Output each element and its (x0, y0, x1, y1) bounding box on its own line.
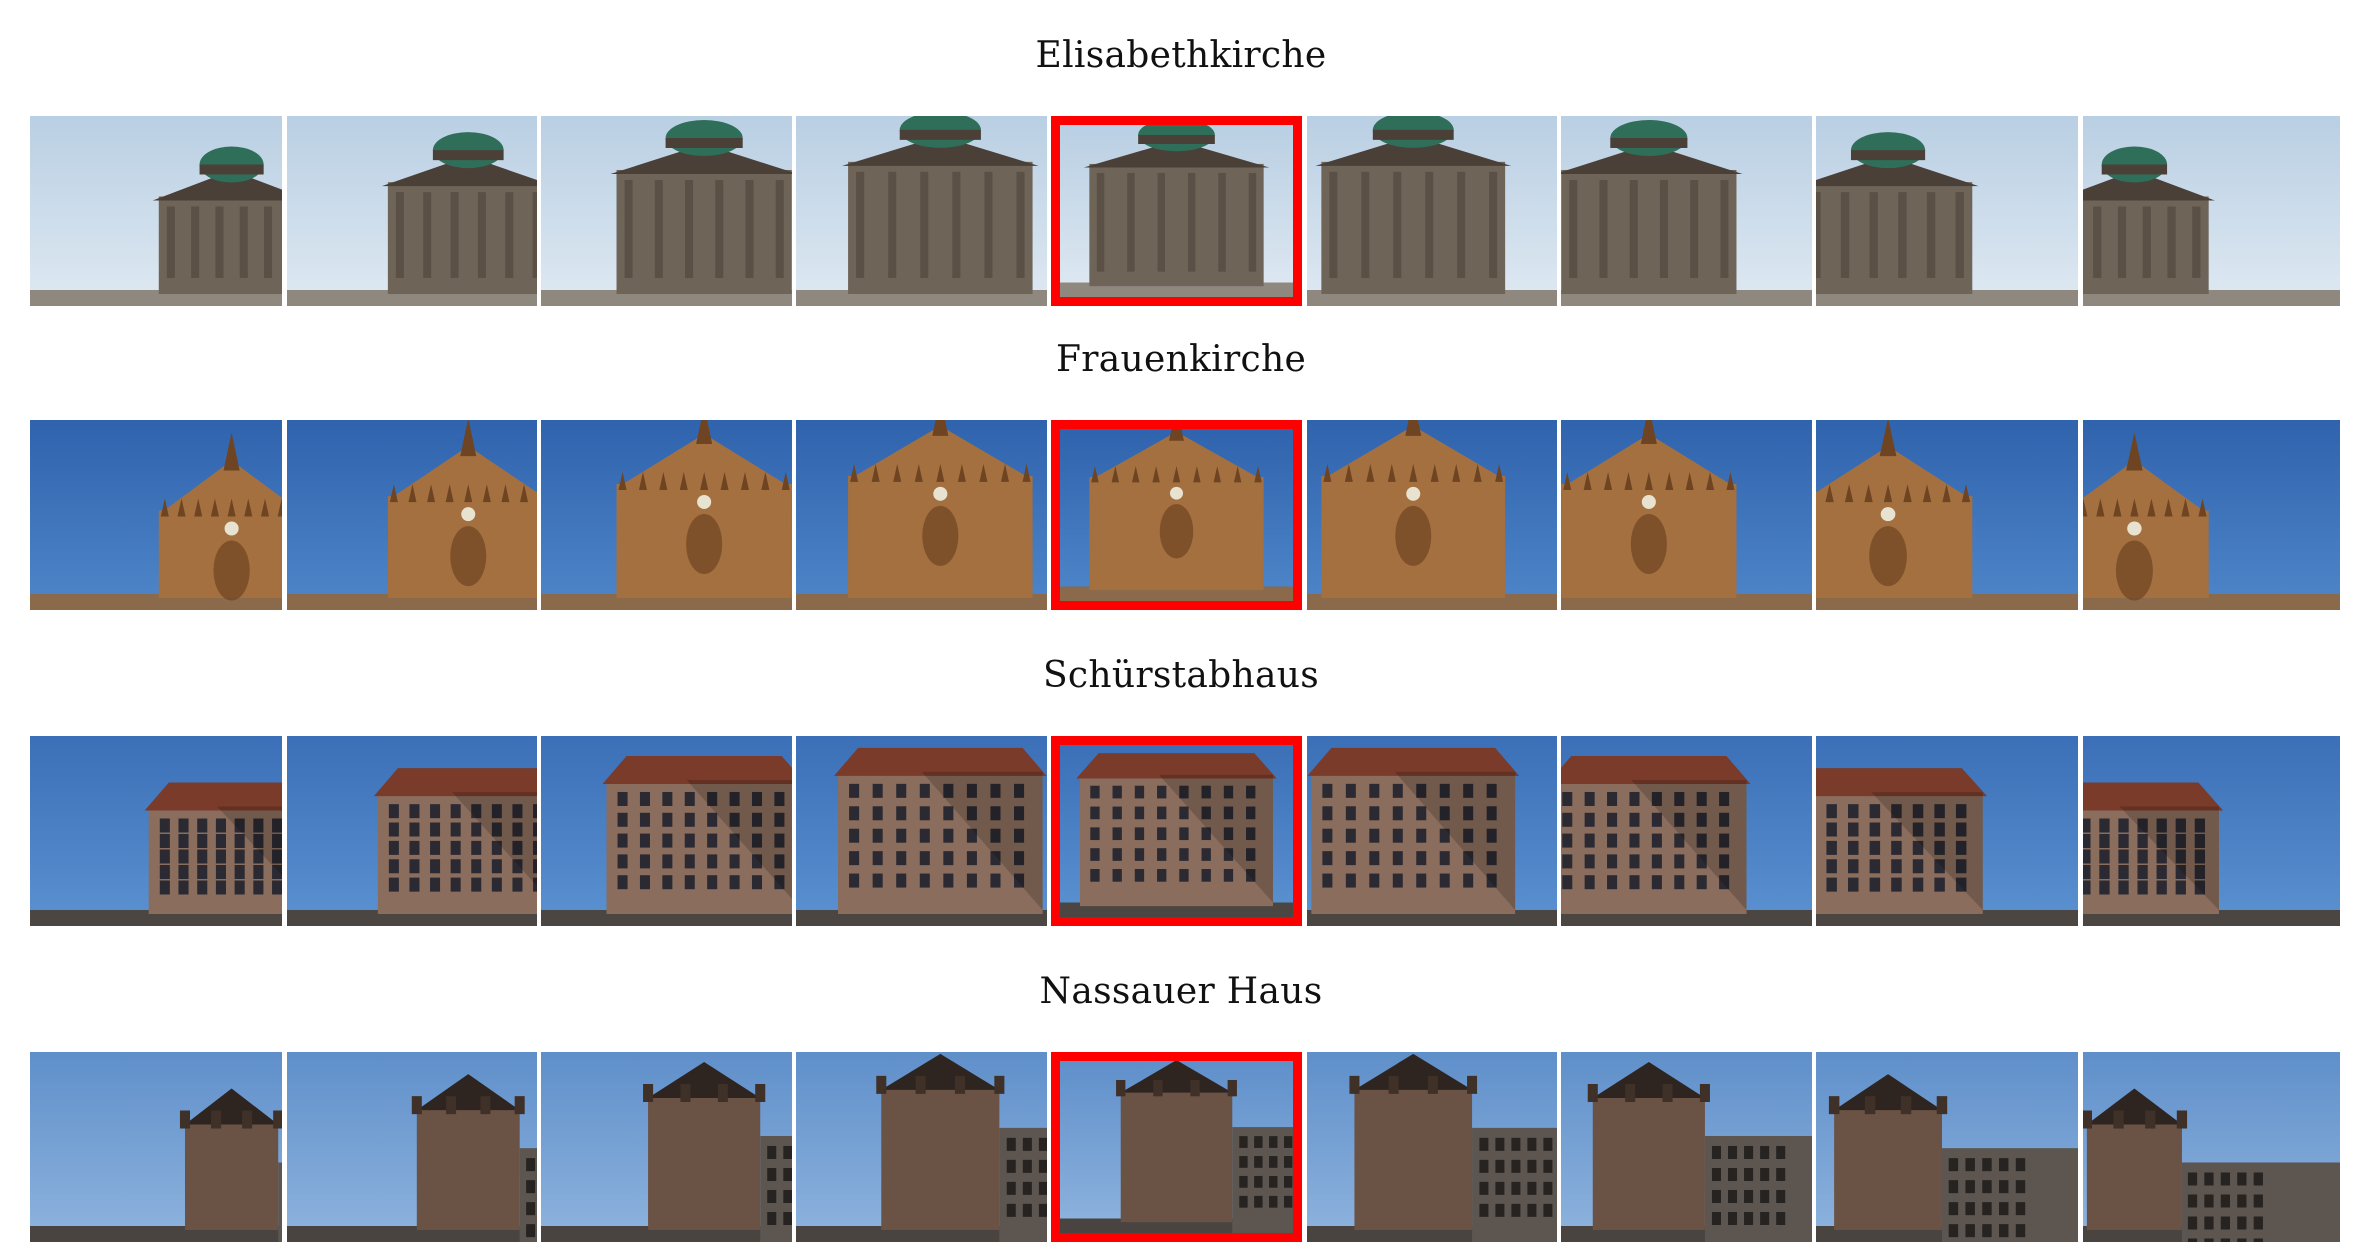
thumbnail[interactable] (1561, 420, 1812, 610)
thumbnail[interactable] (287, 420, 537, 610)
photo-image (541, 736, 792, 926)
thumbnail[interactable] (541, 420, 792, 610)
thumbnail[interactable] (1816, 116, 2078, 306)
photo-image (2083, 420, 2340, 610)
photo-image (287, 736, 537, 926)
photo-image (1307, 1052, 1557, 1242)
thumbnail[interactable] (1307, 420, 1557, 610)
photo-image (1561, 420, 1812, 610)
thumbnail[interactable] (2083, 1052, 2340, 1242)
thumbnail[interactable] (796, 116, 1047, 306)
thumbnail[interactable] (287, 116, 537, 306)
section-title: Nassauer Haus (0, 970, 2362, 1014)
section-title: Elisabethkirche (0, 34, 2362, 78)
thumbnail[interactable] (1561, 736, 1812, 926)
thumbnail[interactable] (1816, 1052, 2078, 1242)
photo-image (2083, 116, 2340, 306)
thumbnail[interactable] (796, 736, 1047, 926)
thumbnail[interactable] (30, 736, 282, 926)
photo-image (541, 420, 792, 610)
photo-image (30, 736, 282, 926)
selected-thumbnail[interactable] (1051, 116, 1302, 306)
thumbnail[interactable] (287, 1052, 537, 1242)
photo-image (1561, 736, 1812, 926)
photo-image (1307, 116, 1557, 306)
thumbnail[interactable] (1307, 116, 1557, 306)
thumbnail[interactable] (1561, 1052, 1812, 1242)
thumbnail[interactable] (1561, 116, 1812, 306)
thumbnail[interactable] (30, 1052, 282, 1242)
photo-image (1307, 736, 1557, 926)
thumbnail[interactable] (1307, 736, 1557, 926)
photo-image (796, 736, 1047, 926)
photo-image (796, 116, 1047, 306)
photo-image (287, 1052, 537, 1242)
thumbnail-row (0, 1052, 2362, 1242)
thumbnail[interactable] (2083, 116, 2340, 306)
photo-image (1060, 745, 1293, 917)
photo-image (287, 116, 537, 306)
thumbnail[interactable] (30, 420, 282, 610)
thumbnail-row (0, 116, 2362, 306)
thumbnail[interactable] (1816, 420, 2078, 610)
photo-image (541, 1052, 792, 1242)
photo-image (1561, 1052, 1812, 1242)
thumbnail[interactable] (541, 1052, 792, 1242)
thumbnail[interactable] (796, 420, 1047, 610)
photo-image (30, 420, 282, 610)
photo-image (30, 1052, 282, 1242)
photo-image (1060, 1061, 1293, 1233)
thumbnail[interactable] (2083, 736, 2340, 926)
thumbnail-row (0, 736, 2362, 926)
selected-thumbnail[interactable] (1051, 1052, 1302, 1242)
thumbnail[interactable] (287, 736, 537, 926)
photo-image (1307, 420, 1557, 610)
photo-image (1816, 116, 2078, 306)
photo-image (1561, 116, 1812, 306)
thumbnail[interactable] (30, 116, 282, 306)
thumbnail[interactable] (541, 736, 792, 926)
section-title: Frauenkirche (0, 338, 2362, 382)
photo-image (541, 116, 792, 306)
photo-image (796, 420, 1047, 610)
photo-image (1816, 420, 2078, 610)
photo-image (2083, 1052, 2340, 1242)
photo-image (1816, 1052, 2078, 1242)
section-title: Schürstabhaus (0, 654, 2362, 698)
photo-image (30, 116, 282, 306)
selected-thumbnail[interactable] (1051, 420, 1302, 610)
thumbnail[interactable] (541, 116, 792, 306)
photo-image (1816, 736, 2078, 926)
thumbnail[interactable] (796, 1052, 1047, 1242)
selected-thumbnail[interactable] (1051, 736, 1302, 926)
photo-image (2083, 736, 2340, 926)
photo-image (796, 1052, 1047, 1242)
thumbnail[interactable] (1307, 1052, 1557, 1242)
thumbnail[interactable] (1816, 736, 2078, 926)
thumbnail-row (0, 420, 2362, 610)
photo-image (1060, 125, 1293, 297)
thumbnail[interactable] (2083, 420, 2340, 610)
photo-image (1060, 429, 1293, 601)
photo-image (287, 420, 537, 610)
